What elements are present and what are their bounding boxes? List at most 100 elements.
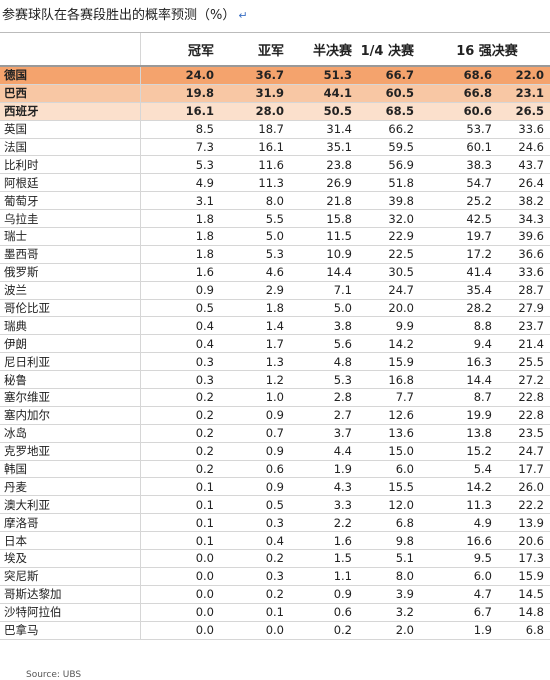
team-name: 尼日利亚 [0,352,141,372]
team-name: 法国 [0,138,141,157]
team-name: 比利时 [0,155,141,175]
probability-cell: 16.3 [420,352,498,372]
probability-cell: 13.9 [498,513,550,533]
probability-cell: 22.5 [358,245,420,264]
probability-cell: 30.5 [358,263,420,282]
probability-cell: 2.2 [290,513,358,533]
probability-cell: 0.5 [220,495,290,515]
probability-cell: 8.7 [420,388,498,407]
probability-cell: 36.6 [498,245,550,264]
team-name: 伊朗 [0,334,141,354]
probability-cell: 0.3 [220,567,290,586]
probability-cell: 0.2 [220,549,290,568]
probability-cell: 0.0 [140,621,220,640]
table-row: 秘鲁 0.3 1.2 5.3 16.8 14.4 27.2 [0,370,550,390]
probability-cell: 27.9 [498,299,550,318]
probability-cell: 23.1 [498,84,550,103]
probability-cell: 0.3 [140,352,220,372]
table-row: 比利时 5.3 11.6 23.8 56.9 38.3 43.7 [0,155,550,175]
probability-cell: 11.3 [420,495,498,515]
probability-cell: 5.5 [220,209,290,229]
probability-cell: 0.3 [140,370,220,390]
probability-cell: 68.5 [358,102,420,121]
probability-cell: 9.9 [358,316,420,336]
probability-cell: 1.3 [220,352,290,372]
probability-cell: 0.9 [220,442,290,461]
table-row: 墨西哥 1.8 5.3 10.9 22.5 17.2 36.6 [0,245,550,264]
table-row: 摩洛哥 0.1 0.3 2.2 6.8 4.9 13.9 [0,513,550,533]
probability-cell: 24.7 [498,442,550,461]
probability-cell: 31.9 [220,84,290,103]
probability-cell: 9.5 [420,549,498,568]
team-name: 韩国 [0,460,141,479]
probability-cell: 14.2 [358,334,420,354]
probability-cell: 8.5 [140,120,220,139]
table-row: 塞内加尔 0.2 0.9 2.7 12.6 19.9 22.8 [0,406,550,425]
probability-cell: 39.8 [358,191,420,211]
probability-cell: 5.3 [220,245,290,264]
team-name: 塞内加尔 [0,406,141,425]
probability-cell: 28.2 [420,299,498,318]
probability-cell: 0.2 [140,442,220,461]
table-row: 葡萄牙 3.1 8.0 21.8 39.8 25.2 38.2 [0,191,550,211]
table-row: 日本 0.1 0.4 1.6 9.8 16.6 20.6 [0,531,550,551]
probability-cell: 1.4 [220,316,290,336]
probability-cell: 0.0 [140,567,220,586]
probability-cell: 23.8 [290,155,358,175]
team-name: 葡萄牙 [0,191,141,211]
probability-cell: 1.8 [140,245,220,264]
table-row: 澳大利亚 0.1 0.5 3.3 12.0 11.3 22.2 [0,495,550,515]
probability-cell: 12.6 [358,406,420,425]
probability-cell: 24.7 [358,281,420,300]
team-name: 英国 [0,120,141,139]
probability-cell: 28.7 [498,281,550,300]
probability-cell: 22.2 [498,495,550,515]
probability-cell: 4.3 [290,477,358,497]
probability-cell: 3.3 [290,495,358,515]
table-row: 俄罗斯 1.6 4.6 14.4 30.5 41.4 33.6 [0,263,550,282]
probability-cell: 26.4 [498,173,550,193]
probability-cell: 0.2 [220,585,290,604]
probability-cell: 14.4 [290,263,358,282]
team-name: 哥斯达黎加 [0,585,141,604]
table-row: 瑞士 1.8 5.0 11.5 22.9 19.7 39.6 [0,227,550,246]
probability-cell: 53.7 [420,120,498,139]
probability-cell: 6.7 [420,603,498,622]
team-name: 日本 [0,531,141,551]
probability-cell: 0.2 [140,406,220,425]
probability-cell: 1.9 [420,621,498,640]
probability-cell: 9.4 [420,334,498,354]
probability-cell: 14.4 [420,370,498,390]
probability-cell: 20.0 [358,299,420,318]
title-text: 参赛球队在各赛段胜出的概率预测（%） [2,8,236,23]
probability-cell: 5.0 [290,299,358,318]
probability-cell: 8.0 [358,567,420,586]
probability-cell: 0.9 [290,585,358,604]
table-row: 埃及 0.0 0.2 1.5 5.1 9.5 17.3 [0,549,550,568]
probability-cell: 16.8 [358,370,420,390]
probability-cell: 26.5 [498,102,550,121]
table-row: 塞尔维亚 0.2 1.0 2.8 7.7 8.7 22.8 [0,388,550,407]
probability-cell: 1.7 [220,334,290,354]
column-header: 16 强决赛 [420,33,550,67]
probability-cell: 4.6 [220,263,290,282]
probability-cell: 8.0 [220,191,290,211]
team-name: 俄罗斯 [0,263,141,282]
probability-cell: 16.6 [420,531,498,551]
probability-cell: 7.3 [140,138,220,157]
probability-cell: 1.5 [290,549,358,568]
probability-cell: 13.8 [420,424,498,443]
probability-cell: 11.3 [220,173,290,193]
probability-cell: 66.2 [358,120,420,139]
probability-cell: 0.4 [220,531,290,551]
probability-cell: 42.5 [420,209,498,229]
probability-cell: 5.3 [140,155,220,175]
probability-cell: 1.0 [220,388,290,407]
team-name: 墨西哥 [0,245,141,264]
probability-cell: 0.6 [220,460,290,479]
probability-cell: 12.0 [358,495,420,515]
table-row: 伊朗 0.4 1.7 5.6 14.2 9.4 21.4 [0,334,550,354]
probability-cell: 38.3 [420,155,498,175]
probability-cell: 1.8 [140,209,220,229]
probability-cell: 0.1 [140,495,220,515]
